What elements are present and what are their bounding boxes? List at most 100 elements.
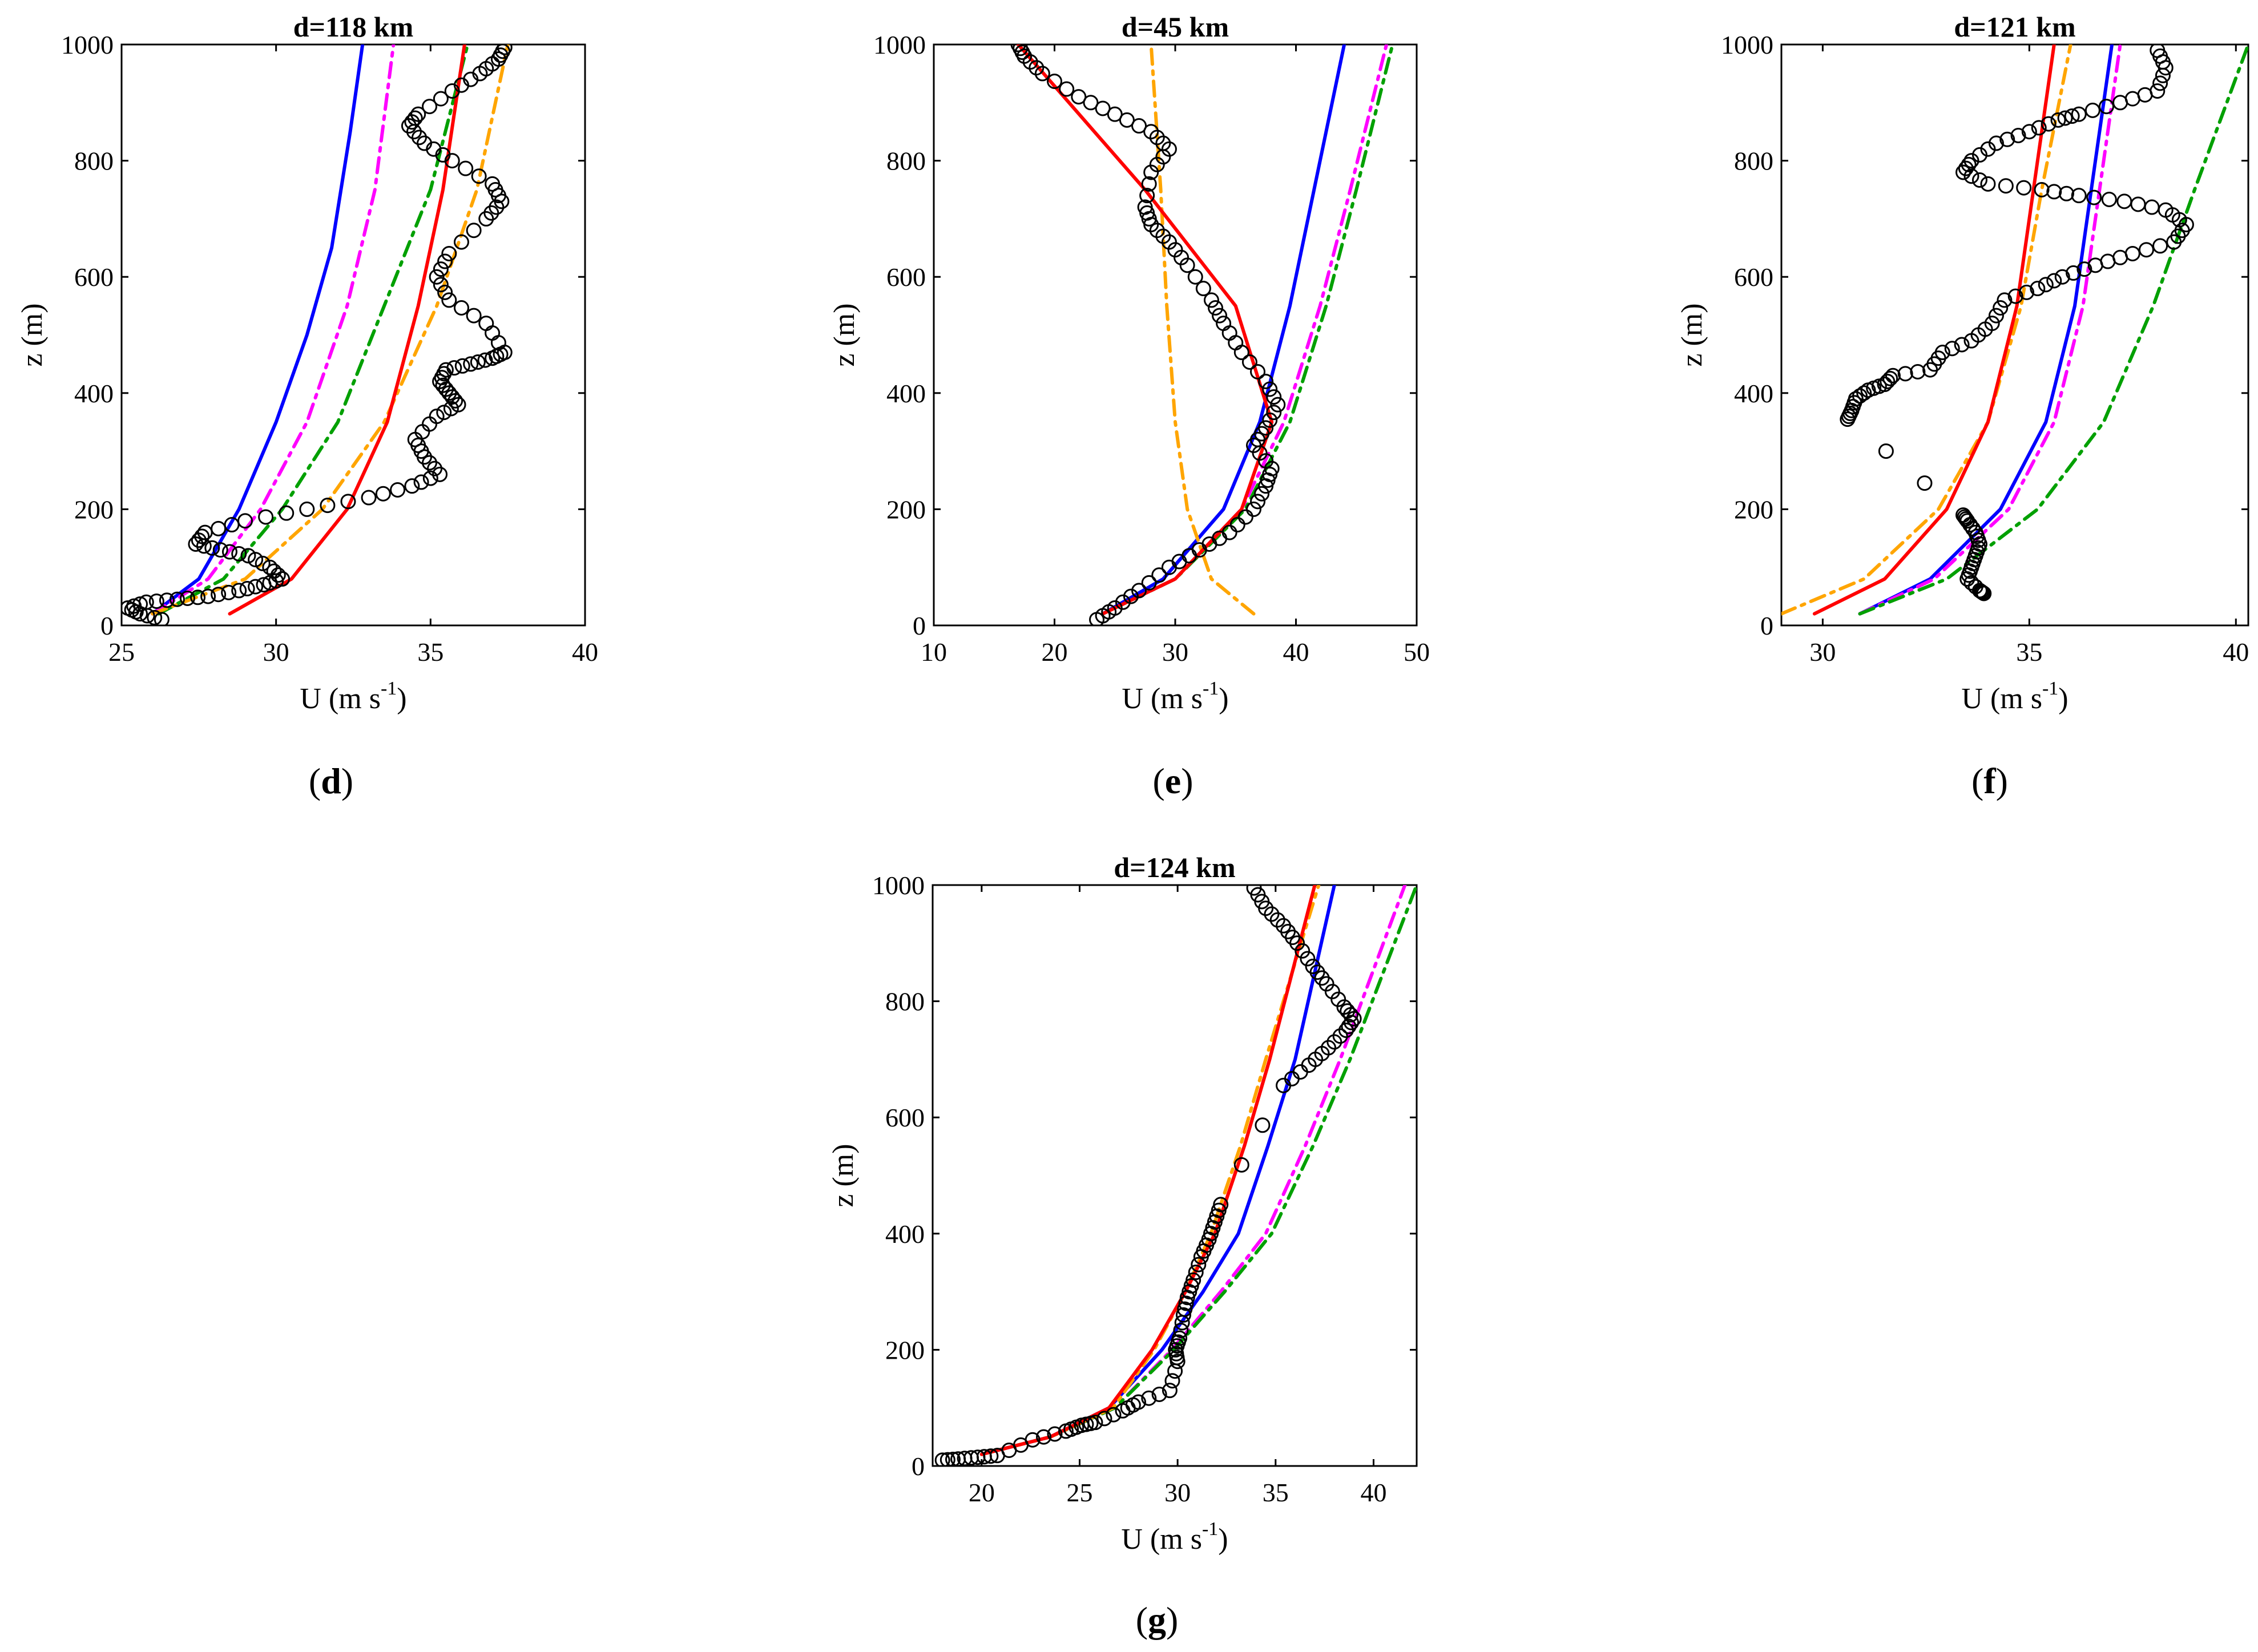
observation-point: [2144, 199, 2160, 215]
observation-point: [1164, 1373, 1180, 1389]
observation-point: [248, 579, 264, 595]
observation-point: [2086, 189, 2102, 205]
x-tick-label: 30: [1164, 1478, 1191, 1507]
observation-point: [945, 1451, 961, 1466]
observation-point: [2076, 261, 2092, 277]
observation-point: [471, 168, 487, 184]
observation-point: [432, 466, 448, 482]
observation-point: [478, 316, 494, 332]
observation-point: [299, 501, 315, 517]
observation-point: [406, 124, 422, 140]
observation-point: [1878, 443, 1894, 459]
observation-point: [410, 106, 426, 122]
observation-point: [1130, 1394, 1146, 1410]
observation-point: [2152, 238, 2168, 254]
panel-caption: (e): [1152, 761, 1193, 801]
observation-point: [1305, 959, 1321, 975]
observation-point: [266, 563, 282, 579]
series-line-green: [157, 45, 470, 616]
observation-point: [1258, 373, 1274, 389]
observation-point: [1141, 1390, 1157, 1406]
x-axis-label-close: ): [1218, 1523, 1228, 1556]
x-axis-label-sup: -1: [381, 678, 397, 699]
observation-point: [2041, 116, 2057, 132]
y-tick-label: 400: [885, 1219, 925, 1249]
observation-point: [463, 356, 479, 372]
observation-point: [221, 544, 237, 560]
observation-point: [1980, 176, 1996, 192]
observation-point: [1336, 999, 1352, 1015]
panel-caption: (d): [309, 761, 353, 801]
observation-point: [2155, 67, 2171, 83]
observation-point: [2046, 273, 2062, 289]
y-tick-label: 800: [1734, 147, 1773, 176]
observation-point: [429, 269, 445, 285]
caption-letter: d: [321, 761, 341, 801]
caption-letter: g: [1148, 1600, 1166, 1640]
observation-point: [1071, 89, 1087, 105]
observation-point: [2038, 277, 2054, 293]
observation-point: [2058, 185, 2074, 201]
observation-point: [437, 253, 453, 269]
observation-point: [1984, 316, 2000, 332]
observation-point: [1917, 475, 1933, 491]
observation-point: [1221, 524, 1237, 540]
observation-point: [255, 555, 271, 571]
observation-point: [1988, 135, 2004, 151]
observation-point: [270, 567, 286, 583]
observation-point: [1971, 583, 1987, 599]
x-tick-label: 40: [572, 637, 598, 667]
observation-point: [433, 91, 449, 107]
observation-point: [1083, 95, 1099, 111]
observation-point: [340, 494, 356, 510]
x-axis-label-main: U (m s: [1122, 682, 1203, 715]
x-tick-label: 40: [2223, 637, 2249, 667]
observation-point: [239, 581, 255, 597]
observation-point: [1250, 363, 1266, 379]
x-axis-label-main: U (m s: [1121, 1523, 1202, 1556]
observation-point: [483, 205, 499, 221]
observation-point: [1255, 1117, 1271, 1133]
x-axis-label-main: U (m s: [300, 682, 381, 715]
observation-point: [1961, 156, 1977, 172]
caption-open: (: [1971, 761, 1983, 801]
observation-point: [231, 583, 247, 599]
x-tick-label: 25: [108, 637, 135, 667]
observation-point: [1321, 1040, 1337, 1056]
x-axis-label-close: ): [1219, 682, 1228, 715]
observation-point: [1954, 337, 1970, 353]
series-observations: [122, 45, 513, 625]
observation-point: [1107, 600, 1123, 616]
observation-point: [1143, 124, 1159, 140]
observation-point: [1963, 168, 1979, 184]
observation-point: [1115, 594, 1131, 610]
y-axis-label: z (m): [1676, 303, 1708, 366]
chart-title: d=124 km: [1114, 851, 1235, 883]
observation-point: [1338, 1023, 1354, 1038]
x-axis-label-close: ): [2058, 682, 2068, 715]
x-axis-label-sup: -1: [1203, 678, 1219, 699]
observation-point: [934, 1452, 950, 1466]
observation-point: [453, 300, 469, 316]
observation-point: [1191, 1257, 1207, 1273]
observation-point: [147, 609, 163, 625]
observation-point: [1980, 141, 1996, 157]
observation-point: [2152, 75, 2168, 91]
x-axis-label: U (m s-1): [1961, 678, 2068, 715]
observation-point: [204, 540, 220, 556]
observation-point: [1125, 1397, 1141, 1413]
observation-point: [404, 478, 420, 494]
observation-point: [1269, 912, 1285, 928]
observation-point: [1910, 363, 1926, 379]
observation-point: [231, 546, 247, 562]
observation-point: [375, 486, 391, 502]
series-line-blue: [1101, 45, 1346, 616]
observation-point: [1188, 1265, 1204, 1281]
observation-point: [2150, 45, 2166, 58]
caption-letter: f: [1983, 761, 1996, 801]
observation-point: [454, 358, 470, 374]
observation-point: [1326, 1034, 1342, 1050]
observation-point: [436, 405, 452, 421]
series-line-orange: [979, 885, 1321, 1456]
observation-point: [159, 592, 175, 608]
